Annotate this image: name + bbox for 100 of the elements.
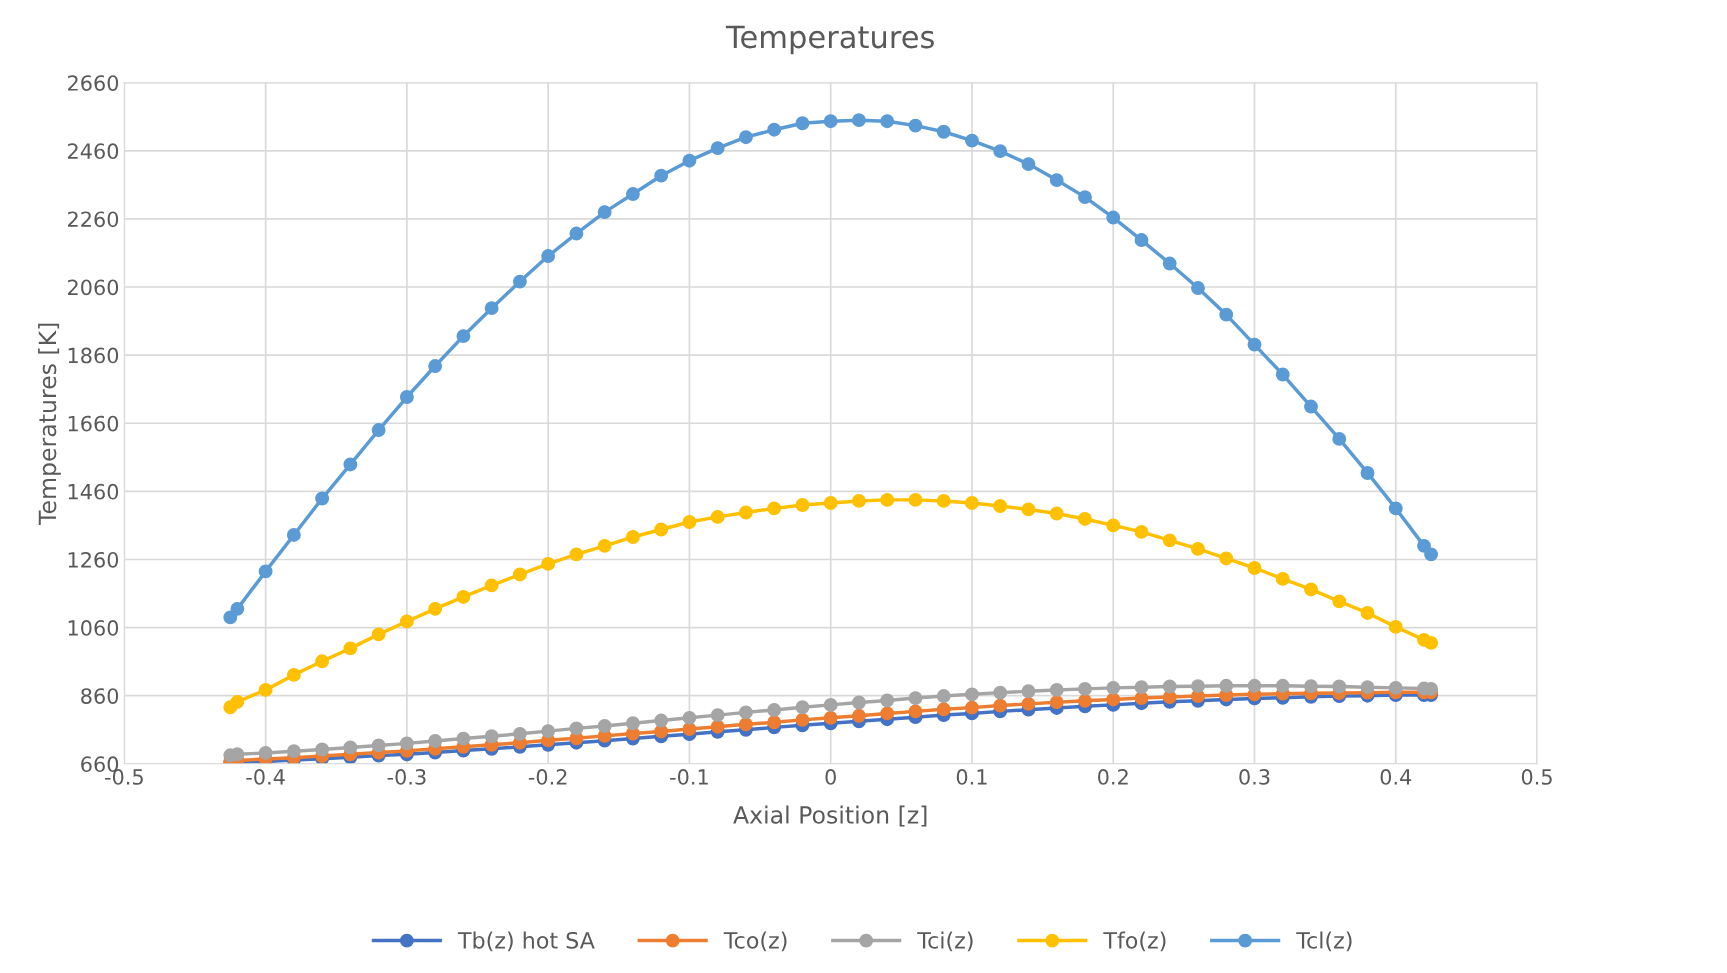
point <box>625 187 640 202</box>
point <box>851 708 866 723</box>
point <box>541 724 556 739</box>
point <box>654 168 669 183</box>
point <box>371 627 386 642</box>
point <box>710 509 725 524</box>
x-tick-label: 0.5 <box>1521 769 1552 785</box>
point <box>1162 533 1177 548</box>
point <box>710 719 725 734</box>
point <box>428 359 443 373</box>
point <box>1134 680 1149 695</box>
point <box>1275 571 1290 586</box>
point <box>1275 367 1290 382</box>
point <box>767 122 782 137</box>
point <box>399 614 414 629</box>
point <box>569 721 584 736</box>
point <box>1021 684 1036 699</box>
point <box>1078 681 1092 696</box>
legend-label: Tb(z) hot SA <box>457 931 595 952</box>
point <box>484 729 499 744</box>
point <box>456 589 471 604</box>
point <box>908 118 923 133</box>
point <box>1078 512 1092 526</box>
point <box>343 740 358 755</box>
point <box>484 301 499 316</box>
y-tick-label: 2260 <box>67 211 119 228</box>
point <box>880 492 895 507</box>
point <box>1247 561 1262 575</box>
point <box>767 501 782 516</box>
point <box>1332 594 1347 609</box>
point <box>625 716 640 731</box>
point <box>908 704 923 719</box>
point <box>880 114 895 129</box>
point <box>1162 679 1177 694</box>
point <box>965 687 979 702</box>
point <box>371 423 386 438</box>
point <box>1049 695 1064 710</box>
point <box>1106 692 1121 707</box>
point <box>1304 582 1318 597</box>
point <box>1360 680 1375 695</box>
point <box>315 742 330 757</box>
point <box>795 700 810 715</box>
point <box>738 705 753 720</box>
point <box>965 495 979 510</box>
point <box>738 130 753 145</box>
point <box>654 522 669 537</box>
point <box>880 706 895 721</box>
point <box>1021 502 1036 517</box>
point <box>541 556 556 571</box>
point <box>597 538 612 553</box>
point <box>1304 679 1318 694</box>
point <box>682 515 697 529</box>
point <box>908 492 923 507</box>
chart-title: Temperatures <box>725 25 934 55</box>
point <box>569 226 584 241</box>
point <box>1417 538 1431 553</box>
y-tick-label: 1060 <box>68 620 119 636</box>
point <box>965 133 979 148</box>
y-tick-label: 2060 <box>67 279 119 296</box>
point <box>1049 173 1064 188</box>
point <box>851 695 866 710</box>
y-tick-label: 1460 <box>68 483 119 500</box>
point <box>767 703 782 717</box>
point <box>823 710 838 725</box>
x-tick-label: 0.4 <box>1380 769 1412 785</box>
point <box>258 682 273 697</box>
point <box>1388 680 1403 695</box>
point <box>1247 337 1262 352</box>
point <box>541 249 556 263</box>
point <box>1078 190 1092 205</box>
legend-label: Tcl(z) <box>1296 931 1352 952</box>
y-tick-label: 2460 <box>67 143 119 160</box>
y-tick-label: 1860 <box>68 347 119 364</box>
point <box>1049 682 1064 697</box>
point <box>823 495 838 510</box>
point <box>258 745 273 760</box>
legend-label: Tfo(z) <box>1103 931 1166 952</box>
point <box>710 141 725 156</box>
point <box>456 731 471 746</box>
point <box>1219 307 1234 322</box>
point <box>823 114 838 129</box>
point <box>1332 431 1347 446</box>
point <box>880 693 895 708</box>
point <box>795 116 810 131</box>
point <box>1021 696 1036 711</box>
point <box>1275 678 1290 693</box>
point <box>1021 157 1036 172</box>
y-tick-label: 2660 <box>67 75 119 91</box>
y-tick-label: 1660 <box>68 415 119 432</box>
point <box>936 493 951 508</box>
point <box>258 564 273 579</box>
point <box>343 457 358 472</box>
point <box>1134 233 1149 247</box>
x-tick-label: -0.2 <box>528 769 567 785</box>
point <box>315 491 330 506</box>
point <box>936 702 951 717</box>
point <box>428 734 443 748</box>
point <box>654 713 669 728</box>
point <box>851 113 866 128</box>
point <box>371 738 386 753</box>
